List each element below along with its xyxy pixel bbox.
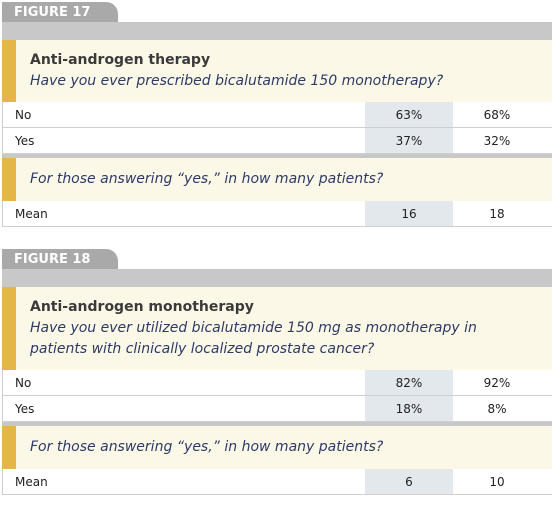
followup-question: For those answering “yes,” in how many p…	[30, 171, 384, 187]
cell: 16	[365, 201, 453, 226]
figure-label: FIGURE 18	[2, 249, 118, 269]
cell: 92%	[483, 376, 511, 390]
header-band	[2, 22, 552, 40]
cell: 68%	[483, 108, 511, 122]
figure: FIGURE 17 Anti-androgen therapy Have you e…	[2, 2, 552, 227]
row-label: No	[15, 108, 32, 122]
table-row: No 82% 92%	[2, 370, 552, 396]
figure-label: FIGURE 17	[2, 2, 118, 22]
figure-title: Anti-androgen monotherapy	[30, 299, 254, 315]
cell: 37%	[365, 128, 453, 153]
row-label: Mean	[15, 207, 48, 221]
cell: 18	[489, 207, 505, 221]
row-label: Yes	[15, 134, 35, 148]
cell: 10	[489, 475, 505, 489]
cell: 82%	[365, 370, 453, 395]
cell: 63%	[365, 102, 453, 127]
table-row: No 63% 68%	[2, 102, 552, 128]
figure: FIGURE 18 Anti-androgen monotherapy Have y…	[2, 249, 552, 495]
followup-section: For those answering “yes,” in how many p…	[2, 158, 552, 201]
row-label: Yes	[15, 402, 35, 416]
table-row: Yes 37% 32%	[2, 128, 552, 154]
figure-title: Anti-androgen therapy	[30, 52, 211, 68]
cell: 32%	[483, 134, 511, 148]
header-band	[2, 269, 552, 287]
question-section: Anti-androgen therapy Have you ever presc…	[2, 40, 552, 102]
cell: 18%	[365, 396, 453, 421]
question: Have you ever utilized bicalutamide 150 …	[30, 320, 477, 357]
separator	[2, 422, 552, 426]
table-row: Mean 16 18	[2, 201, 552, 227]
cell: 8%	[487, 402, 507, 416]
separator	[2, 154, 552, 158]
followup-section: For those answering “yes,” in how many p…	[2, 426, 552, 469]
question-section: Anti-androgen monotherapy Have you ever u…	[2, 287, 552, 370]
table-row: Yes 18% 8%	[2, 396, 552, 422]
table-row: Mean 6 10	[2, 469, 552, 495]
row-label: No	[15, 376, 32, 390]
followup-question: For those answering “yes,” in how many p…	[30, 439, 384, 455]
cell: 6	[365, 469, 453, 494]
question: Have you ever prescribed bicalutamide 15…	[30, 73, 444, 89]
document: FIGURE 17 Anti-androgen therapy Have you e…	[2, 2, 552, 517]
row-label: Mean	[15, 475, 48, 489]
